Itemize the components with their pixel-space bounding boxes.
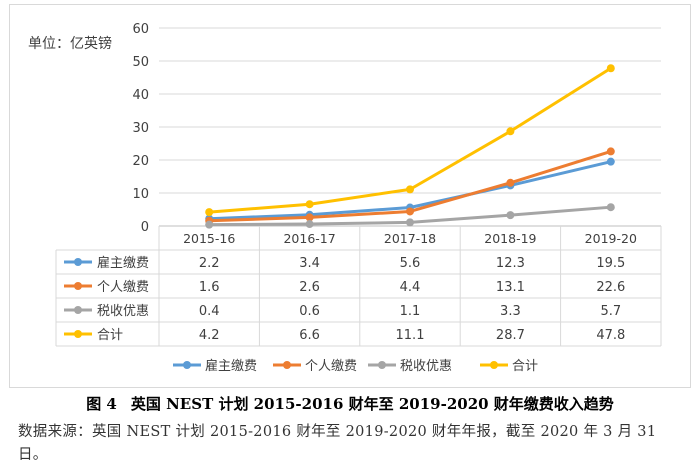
y-tick-label: 60 [132, 22, 149, 37]
x-tick-label: 2017-18 [384, 231, 436, 246]
x-tick-label: 2016-17 [283, 231, 335, 246]
figure-title: 英国 NEST 计划 2015-2016 财年至 2019-2020 财年缴费收… [130, 395, 614, 413]
table-cell-value: 5.6 [400, 256, 421, 271]
table-cell-value: 22.6 [596, 280, 625, 295]
table-cell-value: 0.4 [199, 304, 220, 319]
legend-marker [490, 361, 498, 369]
table-cell-value: 4.4 [400, 280, 421, 295]
table-cell-value: 5.7 [600, 304, 621, 319]
legend-label: 合计 [512, 359, 538, 374]
table-cell-value: 28.7 [496, 328, 525, 343]
table-cell-value: 13.1 [496, 280, 525, 295]
data-point [305, 200, 314, 209]
source-note: 数据来源：英国 NEST 计划 2015-2016 财年至 2019-2020 … [18, 424, 657, 463]
table-legend-marker [74, 258, 82, 266]
y-tick-label: 30 [132, 121, 149, 136]
data-point [606, 64, 615, 73]
table-series-label: 合计 [97, 328, 123, 343]
table-legend-marker [74, 330, 82, 338]
data-point [205, 220, 214, 229]
data-point [406, 185, 414, 194]
data-point [506, 127, 515, 136]
y-tick-label: 10 [132, 187, 149, 202]
figure-number: 图 4 [86, 395, 117, 413]
table-cell-value: 0.6 [299, 304, 320, 319]
table-cell-value: 2.2 [199, 256, 220, 271]
table-series-label: 税收优惠 [97, 304, 149, 319]
table-series-label: 个人缴费 [97, 280, 149, 295]
legend-label: 个人缴费 [305, 359, 357, 374]
unit-label: 单位：亿英镑 [28, 35, 112, 52]
data-point [205, 208, 214, 217]
table-cell-value: 1.6 [199, 280, 220, 295]
table-cell-value: 3.4 [299, 256, 320, 271]
y-tick-label: 0 [141, 220, 149, 235]
table-legend-marker [74, 306, 82, 314]
figure-caption: 图 4 英国 NEST 计划 2015-2016 财年至 2019-2020 财年… [0, 393, 700, 414]
data-point [606, 157, 615, 166]
y-tick-label: 40 [132, 88, 149, 103]
x-tick-label: 2019-20 [585, 231, 637, 246]
data-point [506, 178, 515, 187]
data-point [606, 147, 615, 156]
legend-marker [183, 361, 191, 369]
chart: 单位：亿英镑 0 10 20 30 40 50 60 2015-16 2016-17 2017-18… [28, 22, 662, 374]
y-tick-label: 20 [132, 154, 149, 169]
legend-label: 雇主缴费 [205, 358, 257, 374]
data-point [606, 203, 615, 212]
y-tick-label: 50 [132, 55, 149, 70]
table-cell-value: 6.6 [299, 328, 320, 343]
table-cell-value: 1.1 [400, 304, 421, 319]
legend-label: 税收优惠 [400, 359, 452, 374]
legend-marker [283, 361, 291, 369]
legend-marker [378, 361, 386, 369]
table-cell-value: 4.2 [199, 328, 220, 343]
x-tick-label: 2018-19 [484, 231, 536, 246]
table-cell-value: 19.5 [596, 256, 625, 271]
data-point [406, 207, 414, 216]
table-cell-value: 12.3 [496, 256, 525, 271]
data-point [506, 211, 515, 220]
table-legend-marker [74, 282, 82, 290]
data-point [305, 220, 314, 229]
data-point [406, 218, 414, 227]
table-series-label: 雇主缴费 [97, 255, 149, 271]
table-cell-value: 3.3 [500, 304, 521, 319]
data-point [305, 213, 314, 222]
table-cell-value: 47.8 [596, 328, 625, 343]
x-tick-label: 2015-16 [183, 231, 235, 246]
chart-frame [9, 4, 691, 388]
table-cell-value: 11.1 [396, 328, 425, 343]
table-cell-value: 2.6 [299, 280, 320, 295]
